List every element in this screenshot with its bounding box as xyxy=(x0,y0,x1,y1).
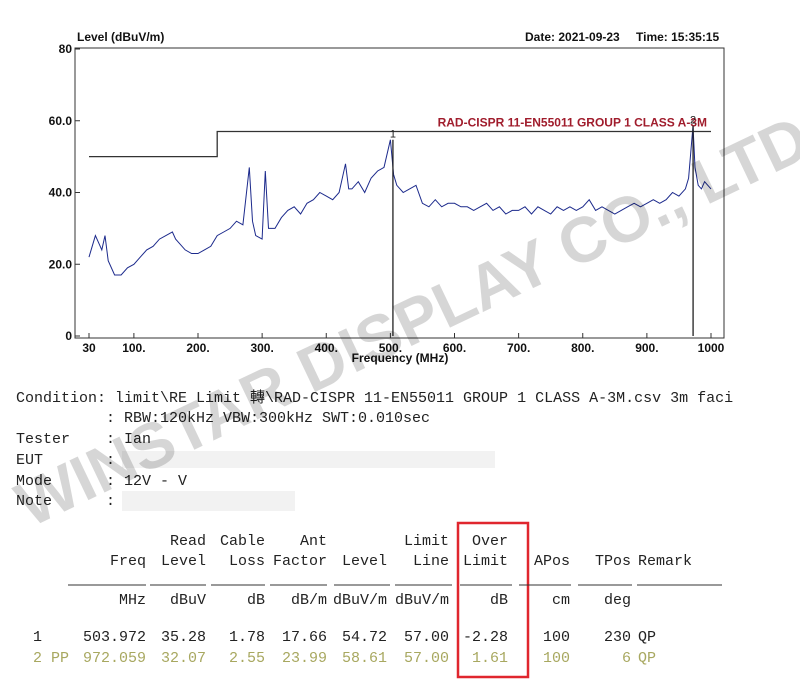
table-cell: 2 PP xyxy=(33,650,69,667)
highlight-box xyxy=(456,521,530,679)
redaction xyxy=(122,451,495,468)
unit: dBuV xyxy=(170,592,206,609)
column-header: Read xyxy=(170,533,206,550)
column-header: Limit xyxy=(463,553,508,570)
column-header: Cable xyxy=(220,533,265,550)
spectrum-line xyxy=(88,125,712,276)
column-header: TPos xyxy=(595,553,631,570)
column-header: Freq xyxy=(110,553,146,570)
column-header: Ant xyxy=(300,533,327,550)
table-cell: QP xyxy=(638,629,656,646)
table-cell: 2.55 xyxy=(229,650,265,667)
y-tick-label: 20.0 xyxy=(49,257,73,271)
table-cell: 57.00 xyxy=(404,650,449,667)
x-tick-label: 800. xyxy=(571,341,594,355)
unit: dBuV/m xyxy=(395,592,449,609)
column-header: Remark xyxy=(638,553,692,570)
table-cell: 230 xyxy=(604,629,631,646)
condition: limit\RE Limit 轉\RAD-CISPR 11-EN55011 GR… xyxy=(115,389,733,407)
x-tick-label: 200. xyxy=(186,341,209,355)
info: Condition: limit\RE Limit 轉\RAD-CISPR 11… xyxy=(16,389,733,510)
condition: : RBW:120kHz VBW:300kHz SWT:0.010sec xyxy=(106,410,430,427)
field-label: Note xyxy=(16,493,52,510)
x-tick-label: 1000 xyxy=(698,341,725,355)
table-cell: 100 xyxy=(543,650,570,667)
column-header: Factor xyxy=(273,553,327,570)
column-header: Level xyxy=(342,553,387,570)
table-cell: QP xyxy=(638,650,656,667)
marker-label: 1 xyxy=(390,129,396,141)
x-tick-label: 100. xyxy=(122,341,145,355)
unit: dB xyxy=(490,592,508,609)
unit: dB/m xyxy=(291,592,327,609)
unit: cm xyxy=(552,592,570,609)
x-tick-label: 300. xyxy=(250,341,273,355)
date: Date: 2021-09-23 xyxy=(525,30,620,44)
watermark: WINSTAR DISPLAY CO., LTD. xyxy=(5,94,800,541)
field-label: Tester xyxy=(16,431,70,448)
unit: dB xyxy=(247,592,265,609)
x-tick-label: 700. xyxy=(507,341,530,355)
unit: MHz xyxy=(119,592,146,609)
table-cell: 32.07 xyxy=(161,650,206,667)
condition-label: Condition: xyxy=(16,390,106,407)
time: Time: 15:35:15 xyxy=(636,30,719,44)
y-tick-label: 0 xyxy=(65,329,72,343)
table-cell: -2.28 xyxy=(463,629,508,646)
column-header: APos xyxy=(534,553,570,570)
column-header: Level xyxy=(161,553,206,570)
x-tick-label: 600. xyxy=(443,341,466,355)
table-cell: 23.99 xyxy=(282,650,327,667)
table-cell: 503.972 xyxy=(83,629,146,646)
redaction xyxy=(122,491,295,511)
x-axis-label: Frequency (MHz) xyxy=(352,351,449,365)
field-label: Mode xyxy=(16,473,52,490)
y-tick-label: 40.0 xyxy=(49,186,73,200)
field-label: EUT xyxy=(16,452,43,469)
x-tick-label: 400. xyxy=(315,341,338,355)
y-tick-label: 60.0 xyxy=(49,114,73,128)
table-cell: 1 xyxy=(33,629,42,646)
column-header: Line xyxy=(413,553,449,570)
marker-label: 2 xyxy=(690,115,696,127)
table-cell: 1.78 xyxy=(229,629,265,646)
table-cell: 58.61 xyxy=(342,650,387,667)
x-tick-label: 500. xyxy=(379,341,402,355)
column-header: Limit xyxy=(404,533,449,550)
limit-line xyxy=(89,130,711,158)
column-header: Loss xyxy=(229,553,265,570)
table-cell: 972.059 xyxy=(83,650,146,667)
table-cell: 57.00 xyxy=(404,629,449,646)
field-value: : xyxy=(106,452,115,469)
table-cell: 1.61 xyxy=(472,650,508,667)
field-value: : Ian xyxy=(106,431,151,448)
y-axis-label: Level (dBuV/m) xyxy=(77,30,164,44)
x-tick-label: 900. xyxy=(635,341,658,355)
y-tick-label: 80 xyxy=(59,42,73,56)
table-cell: 54.72 xyxy=(342,629,387,646)
unit: deg xyxy=(604,592,631,609)
column-header: Over xyxy=(472,533,508,550)
field-value: : xyxy=(106,493,115,510)
field-value: : 12V - V xyxy=(106,473,187,490)
table-cell: 35.28 xyxy=(161,629,206,646)
x-tick-label: 30 xyxy=(82,341,96,355)
unit: dBuV/m xyxy=(333,592,387,609)
limit-label: RAD-CISPR 11-EN55011 GROUP 1 CLASS A-3M xyxy=(438,116,707,130)
table-cell: 100 xyxy=(543,629,570,646)
table-cell: 6 xyxy=(622,650,631,667)
table-cell: 17.66 xyxy=(282,629,327,646)
